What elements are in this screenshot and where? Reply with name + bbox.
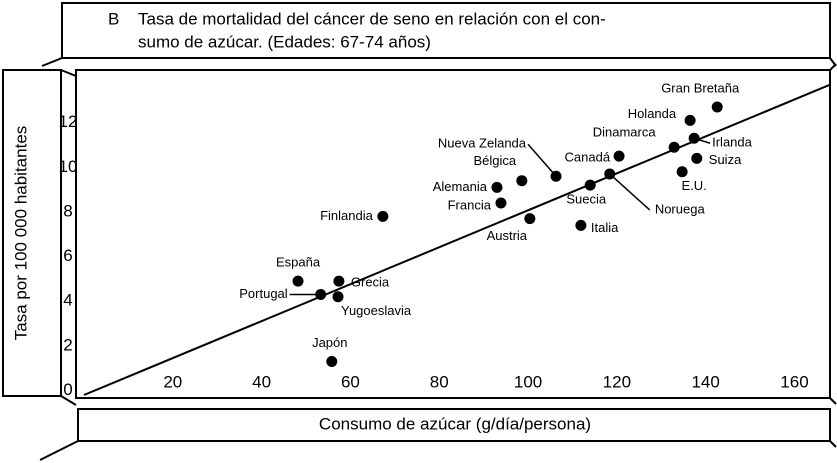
point-label: Irlanda [712, 135, 753, 150]
chart-title: Tasa de mortalidad del cáncer de seno en… [138, 9, 606, 28]
y-tick-label: 8 [63, 201, 72, 220]
title-box [61, 2, 831, 59]
y-label-box [2, 69, 62, 397]
point-label: España [276, 255, 321, 270]
x-tick-label: 20 [163, 372, 182, 391]
point-label: Suecia [566, 192, 607, 207]
x-tick-label: 140 [691, 372, 719, 391]
point [491, 181, 503, 193]
panel-letter: B [108, 9, 119, 28]
chart-title: sumo de azúcar. (Edades: 67-74 años) [138, 32, 431, 51]
point-label: Suiza [709, 152, 742, 167]
x-tick-label: 60 [341, 372, 360, 391]
x-tick-label: 40 [252, 372, 271, 391]
point [691, 152, 703, 164]
x-tick-label: 100 [514, 372, 542, 391]
point [332, 291, 344, 303]
leader-line [527, 143, 557, 177]
plot-box [75, 69, 831, 399]
box-edge [39, 440, 79, 461]
point [684, 114, 696, 126]
point-label: Japón [312, 335, 347, 350]
leader-line [693, 137, 711, 144]
point-label: Noruega [655, 201, 706, 216]
y-tick-label: 10 [59, 157, 78, 176]
point [292, 275, 304, 287]
x-label-box [77, 408, 831, 442]
point [495, 197, 507, 209]
point-label: Grecia [351, 275, 390, 290]
point [575, 219, 587, 231]
point-label: Italia [591, 220, 619, 235]
leader-line [609, 173, 651, 211]
box-edge [60, 69, 77, 77]
trend-line [83, 83, 831, 396]
point-label: Francia [448, 197, 492, 212]
point [516, 175, 528, 187]
point [524, 213, 536, 225]
y-axis-label: Tasa por 100 000 habitantes [11, 126, 30, 341]
point-label: Yugoeslavia [341, 303, 412, 318]
point-label: Holanda [628, 106, 677, 121]
box-edge [829, 63, 837, 71]
point [711, 101, 723, 113]
box-edge [41, 57, 63, 67]
x-tick-label: 120 [603, 372, 631, 391]
y-tick-label: 2 [63, 335, 72, 354]
point [584, 179, 596, 191]
point-label: Portugal [239, 286, 288, 301]
y-tick-label: 4 [63, 291, 72, 310]
point [668, 141, 680, 153]
point-label: E.U. [681, 178, 706, 193]
point [613, 150, 625, 162]
box-edge [829, 397, 837, 405]
point-label: Finlandia [320, 208, 374, 223]
point-label: Gran Bretaña [661, 80, 740, 95]
point-label: Dinamarca [593, 125, 657, 140]
point-label: Austria [487, 228, 528, 243]
point [333, 275, 345, 287]
point-label: Canadá [565, 150, 611, 165]
x-axis-label: Consumo de azúcar (g/día/persona) [319, 414, 591, 433]
point [676, 166, 688, 178]
y-tick-label: 12 [59, 112, 78, 131]
box-edge [829, 440, 837, 448]
box-edge [60, 395, 77, 406]
y-tick-label: 0 [63, 380, 72, 399]
point [377, 210, 389, 222]
x-tick-label: 160 [780, 372, 808, 391]
point-label: Nueva Zelanda [438, 136, 527, 151]
point-label: Bélgica [474, 153, 517, 168]
y-tick-label: 6 [63, 246, 72, 265]
x-tick-label: 80 [430, 372, 449, 391]
point-label: Alemania [433, 179, 488, 194]
point [326, 356, 338, 368]
